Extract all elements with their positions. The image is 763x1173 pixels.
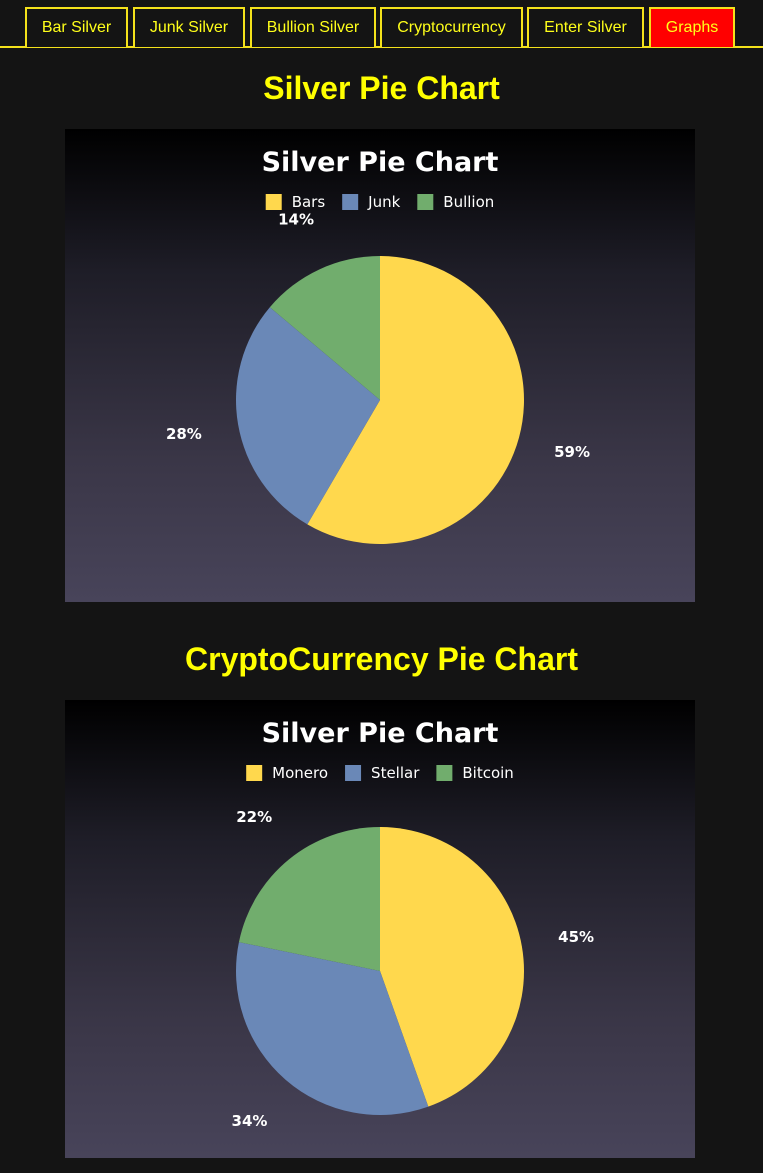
silver-percent-label-bullion: 14% (278, 211, 314, 229)
nav-bullion-silver-button[interactable]: Bullion Silver (250, 7, 376, 47)
silver-legend-label-bars[interactable]: Bars (292, 193, 326, 211)
silver-legend-swatch-bullion (417, 194, 434, 210)
silver-legend-label-bullion[interactable]: Bullion (443, 193, 494, 211)
silver-legend-swatch-bars (265, 194, 282, 210)
silver-pie-chart: Silver Pie Chart Bars Junk Bullion 59% 28% 14% (166, 147, 590, 544)
crypto-legend-label-monero[interactable]: Monero (272, 764, 328, 782)
silver-pie-chart-panel: Silver Pie Chart Bars Junk Bullion 59% 28% 14% (65, 129, 695, 602)
silver-section-heading: Silver Pie Chart (263, 70, 500, 106)
silver-slice-bullion[interactable] (269, 256, 380, 400)
crypto-chart-title: Silver Pie Chart (262, 718, 499, 749)
nav-junk-silver-button[interactable]: Junk Silver (133, 7, 245, 47)
silver-slice-bars[interactable] (307, 256, 524, 544)
silver-percent-label-bars: 59% (554, 443, 590, 461)
top-nav: Bar Silver Junk Silver Bullion Silver Cr… (0, 0, 763, 48)
crypto-legend-label-bitcoin[interactable]: Bitcoin (462, 764, 513, 782)
crypto-legend-swatch-bitcoin (436, 765, 453, 781)
silver-percent-label-junk: 28% (166, 425, 202, 443)
crypto-slice-stellar[interactable] (236, 942, 429, 1115)
crypto-pie-chart: Silver Pie Chart Monero Stellar Bitcoin 45% 3… (232, 718, 595, 1130)
nav-cryptocurrency-button[interactable]: Cryptocurrency (380, 7, 523, 47)
silver-chart-title: Silver Pie Chart (262, 147, 499, 178)
crypto-percent-label-monero: 45% (558, 928, 594, 946)
crypto-section-heading: CryptoCurrency Pie Chart (185, 641, 578, 677)
crypto-pie-chart-panel: Silver Pie Chart Monero Stellar Bitcoin 45% 3… (65, 700, 695, 1158)
crypto-slice-bitcoin[interactable] (238, 827, 380, 971)
silver-legend-label-junk[interactable]: Junk (367, 193, 400, 211)
crypto-legend-swatch-monero (246, 765, 263, 781)
crypto-percent-label-stellar: 34% (232, 1112, 268, 1130)
silver-legend-swatch-junk (342, 194, 359, 210)
crypto-legend-label-stellar[interactable]: Stellar (371, 764, 420, 782)
nav-enter-silver-button[interactable]: Enter Silver (527, 7, 644, 47)
nav-graphs-button[interactable]: Graphs (649, 7, 735, 47)
nav-bar-silver-button[interactable]: Bar Silver (25, 7, 128, 47)
crypto-legend-swatch-stellar (345, 765, 362, 781)
crypto-slice-monero[interactable] (380, 827, 524, 1107)
crypto-percent-label-bitcoin: 22% (236, 808, 272, 826)
silver-slice-junk[interactable] (236, 307, 380, 525)
